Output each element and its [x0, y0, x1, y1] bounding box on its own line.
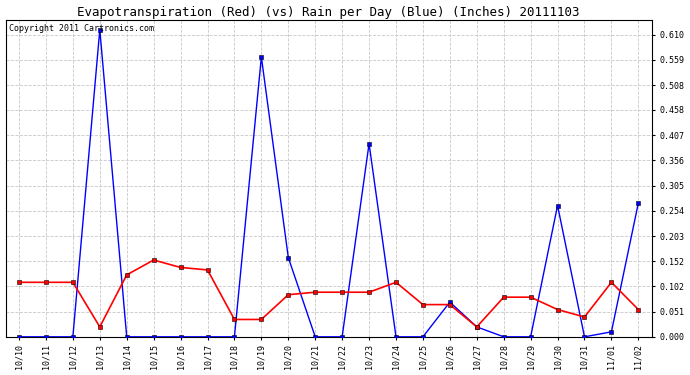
- Title: Evapotranspiration (Red) (vs) Rain per Day (Blue) (Inches) 20111103: Evapotranspiration (Red) (vs) Rain per D…: [77, 6, 580, 18]
- Text: Copyright 2011 Cartronics.com: Copyright 2011 Cartronics.com: [9, 24, 154, 33]
